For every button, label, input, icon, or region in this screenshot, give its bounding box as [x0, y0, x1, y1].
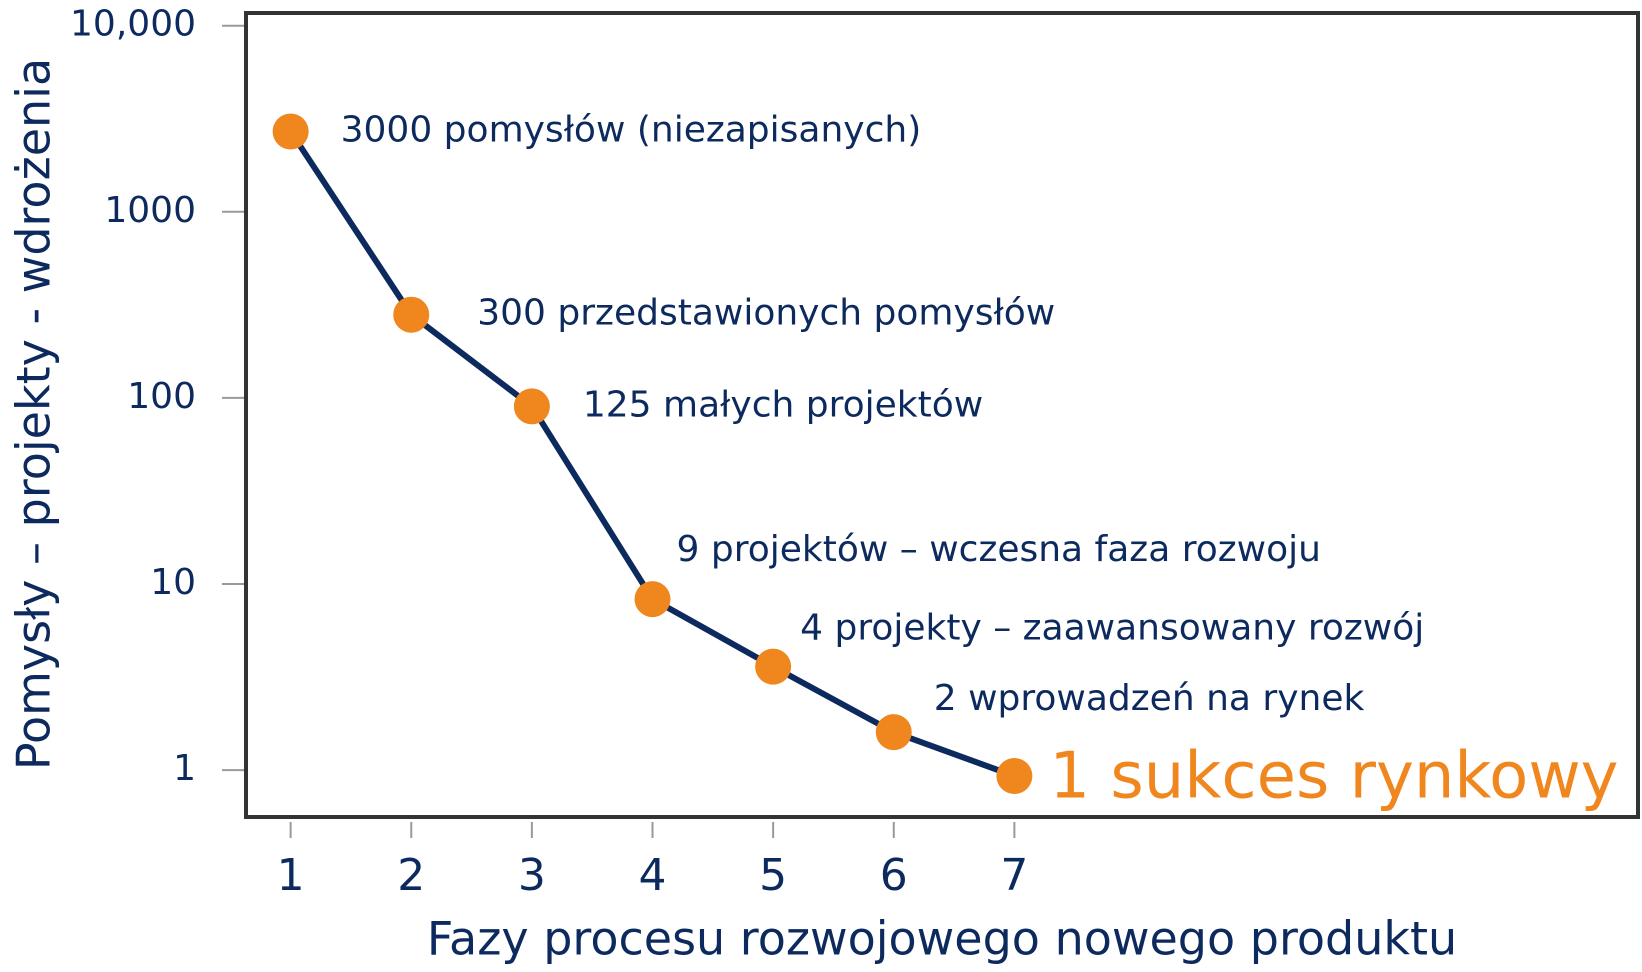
annotation: 2 wprowadzeń na rynek [934, 678, 1365, 719]
line [288, 129, 1016, 779]
point [513, 388, 550, 425]
x-tick-label: 2 [397, 850, 425, 901]
x-tick-label: 4 [639, 850, 667, 901]
x-tick-label: 6 [880, 850, 908, 901]
point [755, 648, 792, 685]
y-tick-label: 1 [173, 748, 196, 789]
y-tick-label: 100 [127, 376, 196, 417]
x-tick-label: 5 [759, 850, 787, 901]
x-tick-label: 1 [277, 850, 305, 901]
annotation: 4 projekty – zaawansowany rozwój [800, 608, 1424, 649]
point [393, 296, 430, 333]
annotation: 300 przedstawionych pomysłów [477, 293, 1055, 334]
y-tick-label: 10 [150, 562, 196, 603]
annotation: 125 małych projektów [583, 384, 983, 425]
x-tick-label: 7 [1000, 850, 1028, 901]
point [634, 581, 671, 618]
point [996, 758, 1033, 795]
y-axis-title: Pomysły – projekty - wdrożenia [7, 58, 61, 770]
y-tick-label: 10,000 [70, 4, 196, 45]
x-axis-title: Fazy procesu rozwojowego nowego produktu [427, 912, 1457, 966]
annotation: 1 sukces rynkowy [1049, 740, 1618, 814]
plot-frame [244, 11, 1640, 819]
point [272, 113, 309, 150]
x-tick-label: 3 [518, 850, 546, 901]
point [875, 714, 912, 751]
y-tick-label: 1000 [104, 190, 196, 231]
annotation: 3000 pomysłów (niezapisanych) [341, 110, 922, 151]
annotation: 9 projektów – wczesna faza rozwoju [677, 529, 1321, 570]
